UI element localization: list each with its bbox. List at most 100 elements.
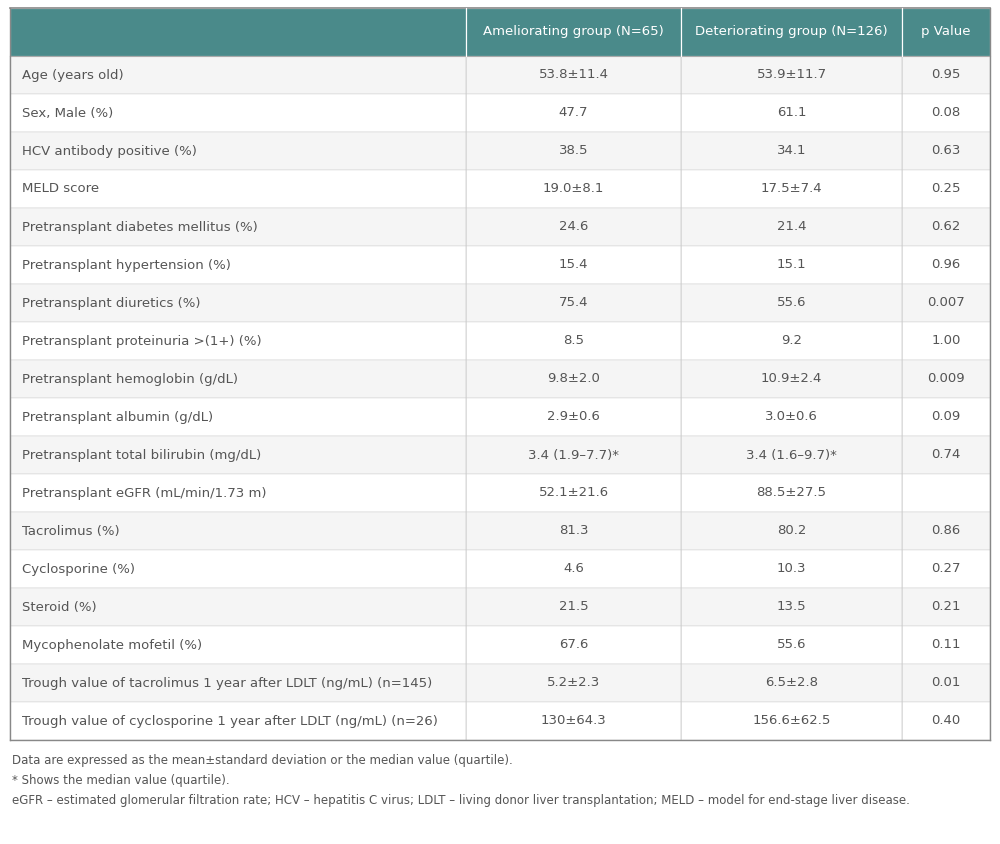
Text: 55.6: 55.6	[777, 296, 806, 310]
Bar	[902, 322, 990, 360]
Bar	[902, 56, 990, 94]
Text: 19.0±8.1: 19.0±8.1	[543, 182, 604, 196]
Text: 3.4 (1.9–7.7)*: 3.4 (1.9–7.7)*	[528, 448, 619, 462]
Bar	[466, 550, 681, 588]
Text: 88.5±27.5: 88.5±27.5	[757, 486, 827, 500]
Bar	[466, 436, 681, 474]
Text: 75.4: 75.4	[559, 296, 588, 310]
Text: 38.5: 38.5	[559, 144, 588, 158]
Bar	[466, 360, 681, 398]
Bar	[10, 436, 466, 474]
Bar	[10, 284, 466, 322]
Bar	[902, 208, 990, 246]
Text: Steroid (%): Steroid (%)	[22, 600, 97, 614]
Bar	[681, 664, 902, 702]
Text: 21.4: 21.4	[777, 220, 806, 234]
Text: 0.40: 0.40	[931, 715, 961, 728]
Text: 21.5: 21.5	[559, 600, 588, 614]
Bar	[10, 208, 466, 246]
Text: 0.01: 0.01	[931, 677, 961, 690]
Bar	[466, 170, 681, 208]
Text: Trough value of tacrolimus 1 year after LDLT (ng/mL) (n=145): Trough value of tacrolimus 1 year after …	[22, 677, 432, 690]
Text: 130±64.3: 130±64.3	[541, 715, 606, 728]
Text: 0.95: 0.95	[931, 68, 961, 82]
Bar	[681, 512, 902, 550]
Text: 0.009: 0.009	[927, 372, 965, 386]
Text: 3.0±0.6: 3.0±0.6	[765, 410, 818, 424]
Bar	[466, 208, 681, 246]
Text: 0.21: 0.21	[931, 600, 961, 614]
Bar	[902, 550, 990, 588]
Text: 15.1: 15.1	[777, 258, 806, 272]
Text: 9.2: 9.2	[781, 334, 802, 348]
Text: 0.27: 0.27	[931, 562, 961, 576]
Bar	[681, 56, 902, 94]
Bar	[466, 132, 681, 170]
Text: Deteriorating group (N=126): Deteriorating group (N=126)	[695, 25, 888, 39]
Text: 67.6: 67.6	[559, 639, 588, 652]
Bar	[681, 170, 902, 208]
Text: Mycophenolate mofetil (%): Mycophenolate mofetil (%)	[22, 639, 202, 652]
Bar	[10, 474, 466, 512]
Text: 13.5: 13.5	[777, 600, 806, 614]
Bar	[902, 246, 990, 284]
Text: 17.5±7.4: 17.5±7.4	[761, 182, 822, 196]
Text: 0.62: 0.62	[931, 220, 961, 234]
Text: 52.1±21.6: 52.1±21.6	[538, 486, 609, 500]
Bar	[10, 512, 466, 550]
Bar	[681, 246, 902, 284]
Text: 53.8±11.4: 53.8±11.4	[538, 68, 608, 82]
Bar	[681, 8, 902, 56]
Bar	[10, 550, 466, 588]
Text: 0.25: 0.25	[931, 182, 961, 196]
Bar	[902, 360, 990, 398]
Bar	[10, 398, 466, 436]
Text: Trough value of cyclosporine 1 year after LDLT (ng/mL) (n=26): Trough value of cyclosporine 1 year afte…	[22, 715, 438, 728]
Bar	[902, 702, 990, 740]
Text: 24.6: 24.6	[559, 220, 588, 234]
Bar	[681, 626, 902, 664]
Bar	[466, 8, 681, 56]
Bar	[681, 360, 902, 398]
Text: Pretransplant diabetes mellitus (%): Pretransplant diabetes mellitus (%)	[22, 220, 258, 234]
Bar	[10, 94, 466, 132]
Text: Ameliorating group (N=65): Ameliorating group (N=65)	[483, 25, 664, 39]
Bar	[902, 512, 990, 550]
Bar	[10, 8, 466, 56]
Bar	[902, 132, 990, 170]
Bar	[681, 398, 902, 436]
Text: 0.86: 0.86	[931, 524, 961, 538]
Text: Tacrolimus (%): Tacrolimus (%)	[22, 524, 120, 538]
Bar	[681, 588, 902, 626]
Text: 0.63: 0.63	[931, 144, 961, 158]
Bar	[10, 664, 466, 702]
Bar	[681, 702, 902, 740]
Bar	[902, 94, 990, 132]
Text: eGFR – estimated glomerular filtration rate; HCV – hepatitis C virus; LDLT – liv: eGFR – estimated glomerular filtration r…	[12, 794, 910, 807]
Text: Pretransplant hemoglobin (g/dL): Pretransplant hemoglobin (g/dL)	[22, 372, 238, 386]
Bar	[681, 284, 902, 322]
Text: 2.9±0.6: 2.9±0.6	[547, 410, 600, 424]
Text: * Shows the median value (quartile).: * Shows the median value (quartile).	[12, 774, 230, 787]
Bar	[466, 474, 681, 512]
Text: 0.09: 0.09	[931, 410, 961, 424]
Bar	[902, 626, 990, 664]
Bar	[466, 284, 681, 322]
Text: 0.96: 0.96	[931, 258, 961, 272]
Bar	[681, 94, 902, 132]
Text: Pretransplant eGFR (mL/min/1.73 m): Pretransplant eGFR (mL/min/1.73 m)	[22, 486, 266, 500]
Bar	[466, 702, 681, 740]
Text: Pretransplant albumin (g/dL): Pretransplant albumin (g/dL)	[22, 410, 213, 424]
Bar	[10, 170, 466, 208]
Text: 55.6: 55.6	[777, 639, 806, 652]
Text: HCV antibody positive (%): HCV antibody positive (%)	[22, 144, 197, 158]
Bar	[10, 360, 466, 398]
Bar	[681, 322, 902, 360]
Bar	[902, 398, 990, 436]
Text: 4.6: 4.6	[563, 562, 584, 576]
Bar	[466, 94, 681, 132]
Text: 9.8±2.0: 9.8±2.0	[547, 372, 600, 386]
Bar	[681, 132, 902, 170]
Text: Pretransplant hypertension (%): Pretransplant hypertension (%)	[22, 258, 231, 272]
Text: 3.4 (1.6–9.7)*: 3.4 (1.6–9.7)*	[746, 448, 837, 462]
